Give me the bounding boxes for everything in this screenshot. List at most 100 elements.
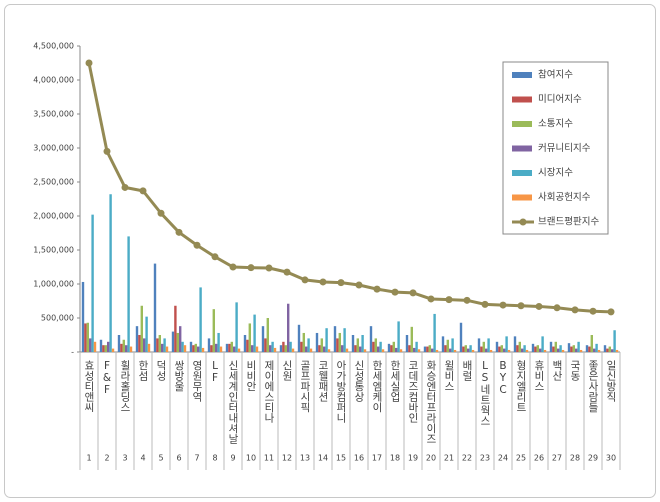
bar (333, 326, 337, 352)
bar (325, 328, 328, 352)
bar (405, 335, 409, 352)
bar (354, 345, 357, 352)
bar (462, 346, 465, 352)
x-tick-label: 한섬 (137, 360, 149, 381)
bar (417, 349, 421, 352)
category-number: 30 (606, 454, 616, 463)
y-tick-label: 2,500,000 (33, 178, 74, 187)
x-tick-label: LF (209, 360, 221, 384)
bar (86, 322, 89, 352)
x-tick-label: 덕성 (155, 360, 167, 381)
line-marker (247, 264, 255, 272)
x-tick-label: 신세계인터내셔날 (227, 360, 239, 444)
line-marker (499, 301, 507, 309)
bar (613, 330, 616, 352)
bar (176, 332, 179, 352)
bar (543, 349, 547, 352)
bar (235, 302, 238, 352)
line-marker (337, 279, 345, 287)
bar (161, 343, 164, 352)
bar (315, 332, 319, 352)
line-marker (193, 241, 201, 249)
bar (179, 326, 182, 352)
bar (343, 328, 346, 352)
bar (261, 326, 265, 352)
category-number: 22 (462, 454, 472, 463)
line-marker (121, 183, 129, 191)
bar (361, 335, 364, 352)
bar (536, 345, 539, 352)
bar (129, 346, 133, 352)
y-tick-label: 1,500,000 (33, 246, 74, 255)
bar (426, 346, 429, 352)
bar (117, 335, 121, 352)
bar (338, 332, 341, 352)
x-tick-label: 신원 (281, 360, 293, 381)
category-number: 11 (264, 454, 274, 463)
bar (140, 305, 143, 352)
bar (233, 346, 236, 352)
bar (390, 345, 393, 352)
category-number: 26 (534, 454, 544, 463)
line-marker (229, 263, 237, 271)
x-tick-label: 국동 (569, 360, 581, 381)
bar (392, 341, 395, 352)
bar (210, 345, 213, 352)
line-marker (607, 308, 615, 316)
bar (381, 349, 385, 352)
line-marker (139, 187, 147, 195)
bar (356, 338, 359, 352)
bar (595, 343, 598, 352)
line-marker (445, 296, 453, 304)
bar (251, 345, 254, 352)
bar (498, 346, 501, 352)
legend-label: 커뮤니티지수 (538, 143, 591, 154)
bar (300, 341, 303, 352)
bar (531, 343, 535, 352)
bar (487, 338, 490, 352)
bar (379, 341, 382, 352)
line-marker (553, 304, 561, 312)
bar (307, 338, 310, 352)
bar (212, 309, 215, 352)
bar (516, 345, 519, 352)
bar (359, 346, 362, 352)
category-number: 25 (516, 454, 526, 463)
bar (435, 349, 439, 352)
bar (91, 214, 94, 352)
x-tick-label: 휴비스 (533, 360, 545, 392)
bar (513, 336, 517, 352)
bar (451, 338, 454, 352)
bar (453, 349, 457, 352)
x-tick-label: 쌍방울 (173, 360, 185, 392)
line-marker (175, 228, 183, 236)
x-tick-label: 일신방직 (605, 359, 617, 403)
line-marker (265, 264, 273, 272)
chart-frame (4, 4, 656, 498)
bar (104, 345, 107, 352)
category-number: 6 (176, 454, 181, 463)
bar (320, 338, 323, 352)
bar (363, 349, 367, 352)
bar (284, 345, 287, 352)
line-marker (463, 296, 471, 304)
bar (246, 339, 249, 352)
y-tick-label: 3,000,000 (33, 144, 74, 153)
category-number: 15 (336, 454, 346, 463)
bar (572, 345, 575, 352)
bar (557, 348, 560, 352)
category-number: 17 (372, 454, 382, 463)
category-number: 13 (300, 454, 310, 463)
category-number: 10 (246, 454, 256, 463)
x-tick-label: 한세실업 (389, 360, 401, 402)
bar (147, 343, 151, 352)
bar (107, 341, 110, 352)
x-tick-label: 신성통상 (353, 360, 365, 402)
bar (441, 336, 445, 352)
line-marker (157, 209, 165, 217)
y-tick-label: 4,500,000 (33, 42, 74, 51)
bar (413, 347, 416, 352)
bar (408, 345, 411, 352)
bar (552, 346, 555, 352)
bar (255, 346, 259, 352)
